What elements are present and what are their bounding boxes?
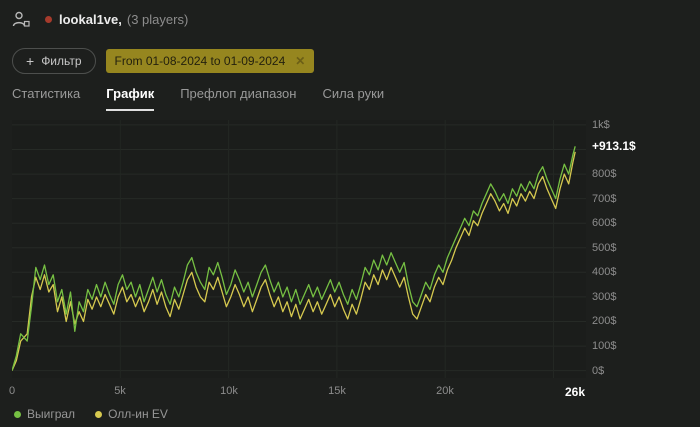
players-count: (3 players) [126, 11, 189, 27]
y-axis-label: 500$ [592, 242, 617, 254]
y-axis-labels: 1k$ 800$ 700$ 600$ 500$ 400$ 300$ 200$ 100$ 0$ [592, 119, 640, 378]
players-icon[interactable] [12, 11, 30, 27]
legend-winnings-label: Выиграл [27, 407, 76, 421]
y-axis-label: 600$ [592, 217, 617, 229]
chart-legend: Выиграл Олл-ин EV [14, 407, 168, 421]
filter-bar: + Фильтр From 01-08-2024 to 01-09-2024 ✕ [12, 48, 315, 74]
player-status-dot [45, 15, 52, 23]
plus-icon: + [26, 53, 35, 69]
y-axis-label: 100$ [592, 340, 617, 352]
allin-ev-dot-icon [95, 410, 103, 418]
y-axis-label: 0$ [592, 365, 605, 377]
legend-item-allin-ev[interactable]: Олл-ин EV [95, 407, 168, 421]
player-name: lookal1ve, [59, 11, 122, 27]
x-axis-label: 10k [220, 385, 238, 397]
add-filter-button[interactable]: + Фильтр [12, 48, 96, 74]
remove-filter-icon[interactable]: ✕ [295, 54, 306, 68]
legend-allin-ev-label: Олл-ин EV [108, 407, 168, 421]
current-value-annotation: +913.1$ [592, 139, 636, 153]
winnings-dot-icon [14, 410, 21, 418]
y-axis-label: 200$ [592, 315, 617, 327]
y-axis-label: 1k$ [592, 119, 610, 131]
tab-graph[interactable]: График [106, 86, 155, 111]
player-header: lookal1ve, (3 players) [12, 11, 188, 27]
legend-item-winnings[interactable]: Выиграл [14, 407, 75, 421]
tab-hand-strength[interactable]: Сила руки [322, 86, 385, 101]
profit-chart-canvas [12, 120, 586, 378]
x-axis-labels: 0 5k 10k 15k 20k 26k [8, 385, 586, 401]
y-axis-label: 800$ [592, 168, 617, 180]
date-filter-tag[interactable]: From 01-08-2024 to 01-09-2024 ✕ [105, 49, 315, 73]
y-axis-label: 700$ [592, 193, 617, 205]
tab-preflop-range[interactable]: Префлоп диапазон [180, 86, 297, 101]
profit-chart[interactable] [12, 120, 586, 378]
tab-statistics[interactable]: Статистика [12, 86, 81, 101]
add-filter-label: Фильтр [41, 54, 82, 68]
x-axis-label: 20k [436, 385, 454, 397]
y-axis-label: 300$ [592, 291, 617, 303]
y-axis-label: 400$ [592, 266, 617, 278]
x-axis-label: 15k [328, 385, 346, 397]
x-axis-label: 5k [114, 385, 126, 397]
tab-bar: Статистика График Префлоп диапазон Сила … [12, 86, 384, 111]
x-axis-label: 26k [564, 385, 586, 399]
x-axis-label: 0 [8, 385, 16, 397]
date-filter-label: From 01-08-2024 to 01-09-2024 [114, 54, 286, 68]
